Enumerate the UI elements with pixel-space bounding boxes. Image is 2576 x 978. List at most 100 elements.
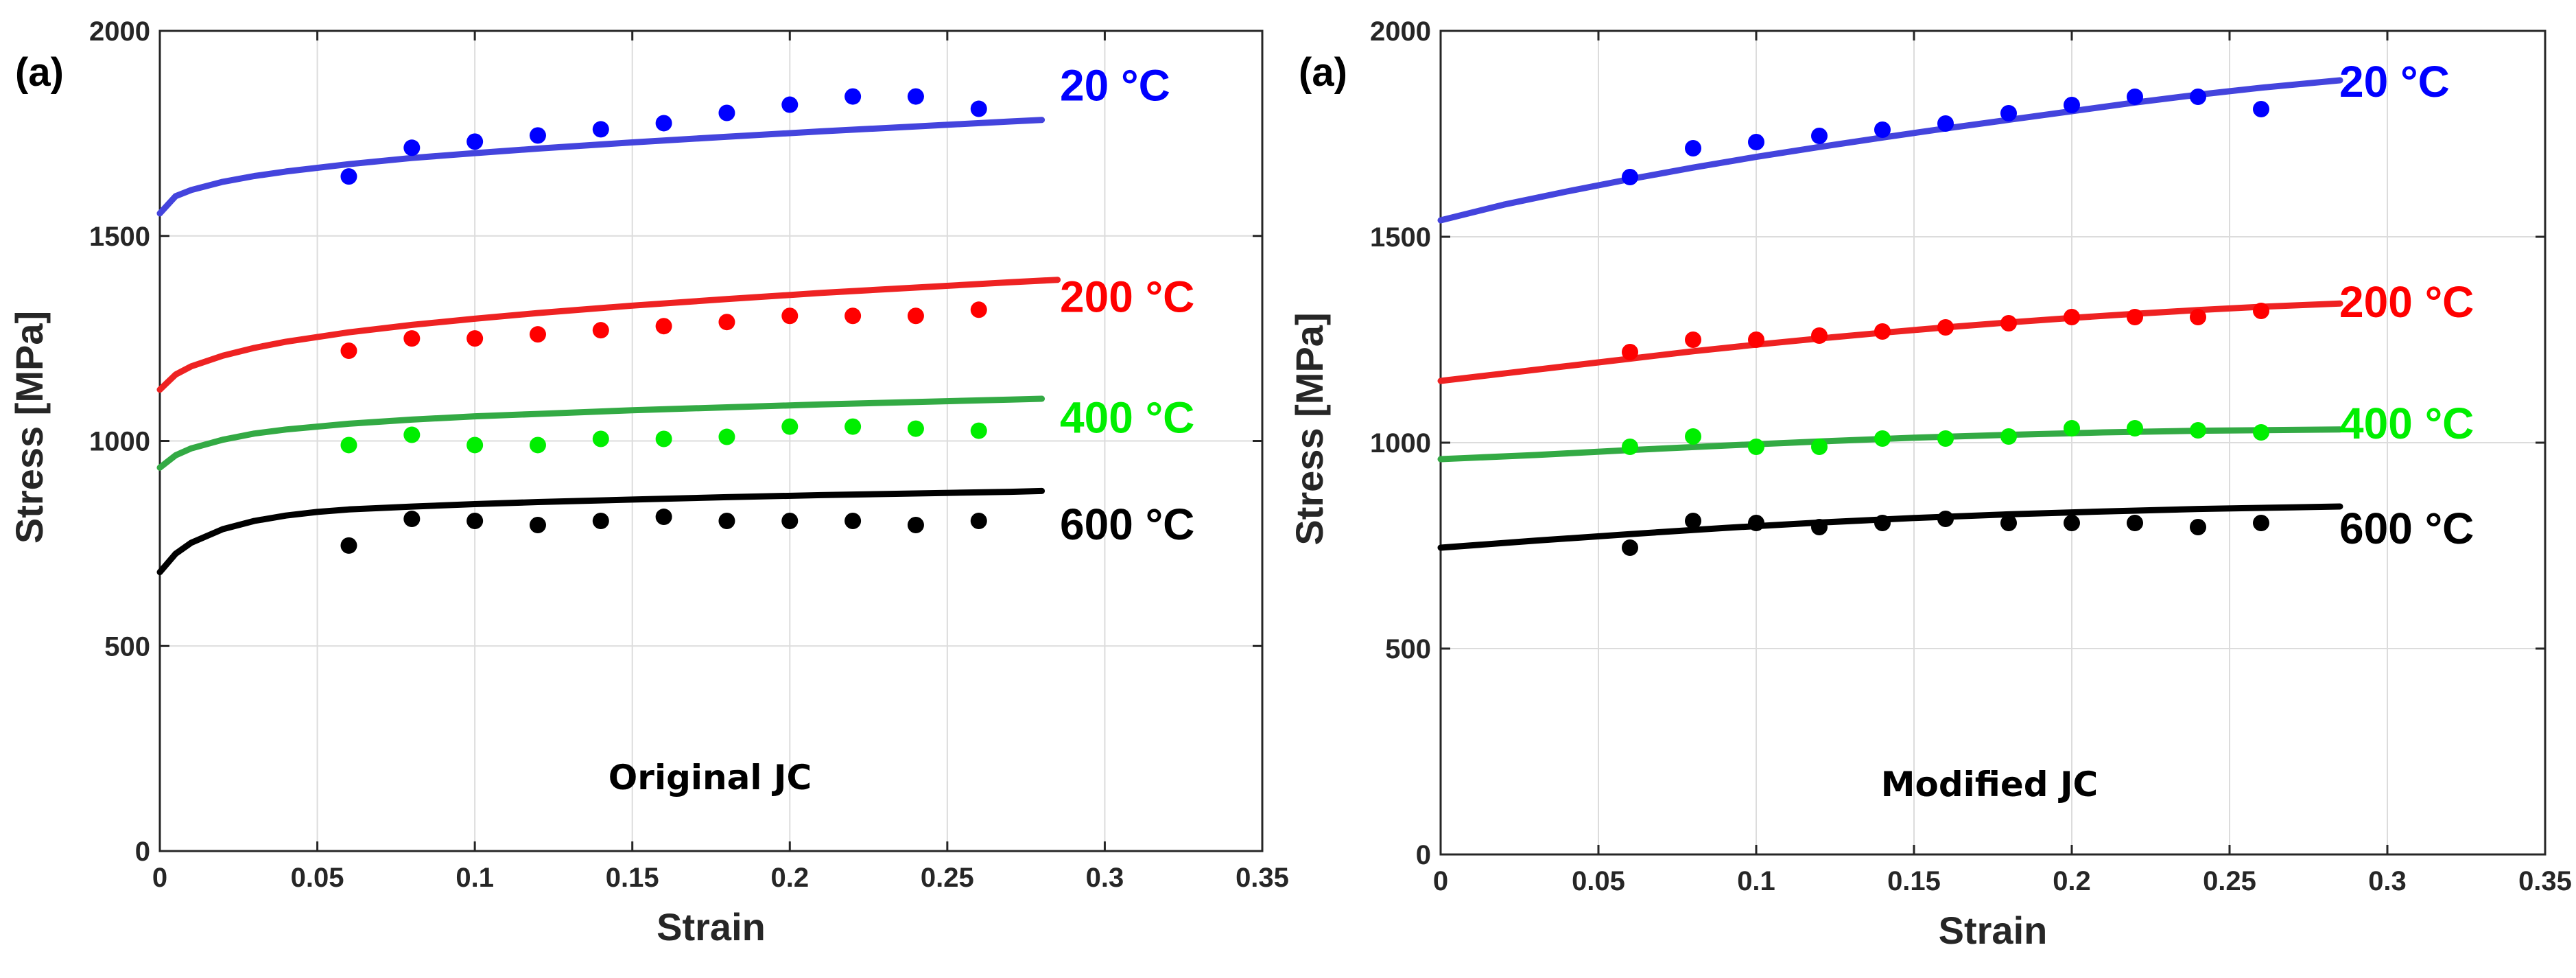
data-point (2190, 519, 2206, 535)
ticks: 0 0.05 0.1 0.15 0.2 0.25 0.3 0.35 0 500 1000 1500 20… (1370, 16, 2572, 896)
data-point (1811, 327, 1828, 344)
series-label: 400 °C (2339, 399, 2474, 448)
data-point (529, 516, 546, 533)
data-point (1874, 121, 1891, 138)
data-point (2000, 515, 2017, 531)
chart-annotation: Original JC (608, 758, 812, 797)
data-point (2064, 515, 2080, 531)
data-point (466, 436, 484, 454)
data-point (529, 436, 546, 454)
data-point (592, 322, 609, 339)
x-tick-label: 0.15 (606, 863, 659, 893)
data-point (2253, 101, 2269, 117)
data-point (466, 330, 484, 347)
x-tick-label: 0.25 (921, 863, 974, 893)
series-2: 200 °C (156, 272, 1194, 393)
data-point (466, 133, 484, 150)
y-axis-title: Stress [MPa] (8, 311, 51, 544)
data-point (2253, 515, 2269, 531)
series-1: 20 °C (1437, 57, 2450, 224)
series-label: 20 °C (1060, 61, 1170, 110)
x-tick-label: 0.1 (1737, 866, 1775, 896)
data-point (2253, 424, 2269, 441)
data-point (403, 330, 421, 347)
series-fit-line (1437, 77, 2343, 224)
data-point (907, 420, 924, 437)
chart-annotation: Modified JC (1881, 765, 2099, 804)
data-point (2190, 422, 2206, 439)
data-point (844, 513, 862, 530)
data-point (592, 513, 609, 530)
y-tick-label: 2000 (1370, 16, 1431, 47)
series-4: 600 °C (1437, 503, 2474, 556)
data-point (655, 509, 672, 526)
x-tick-label: 0.05 (291, 863, 344, 893)
data-point (655, 430, 672, 447)
data-point (1748, 515, 1764, 531)
data-point (2127, 89, 2143, 105)
x-axis-title: Strain (657, 905, 766, 948)
y-tick-label: 0 (135, 837, 150, 867)
data-point (592, 121, 609, 138)
data-point (907, 307, 924, 325)
panel-label: (a) (1299, 50, 1347, 95)
series-fit-line (156, 117, 1045, 217)
data-point (1685, 428, 1701, 445)
y-tick-label: 1000 (1370, 428, 1431, 458)
series-fit-line (156, 395, 1045, 471)
series-4: 600 °C (156, 487, 1194, 576)
data-point (2064, 420, 2080, 436)
data-point (1748, 134, 1764, 150)
x-tick-label: 0 (1433, 866, 1448, 896)
y-tick-label: 1000 (89, 427, 150, 457)
x-tick-label: 0.35 (1236, 863, 1289, 893)
data-point (1874, 430, 1891, 447)
data-point (718, 428, 735, 445)
data-point (529, 326, 546, 343)
data-point (718, 513, 735, 530)
data-point (592, 430, 609, 447)
x-tick-label: 0.05 (1572, 866, 1625, 896)
data-point (2190, 89, 2206, 105)
data-point (2064, 309, 2080, 325)
data-point (844, 307, 862, 325)
y-tick-label: 500 (1385, 634, 1431, 664)
chart-panel-1: 0 0.05 0.1 0.15 0.2 0.25 0.3 0.35 0 500 1000 1500 20… (8, 16, 1289, 948)
y-tick-label: 0 (1416, 840, 1431, 870)
data-point (2127, 515, 2143, 531)
data-point (1874, 515, 1891, 531)
data-point (718, 104, 735, 121)
y-tick-label: 500 (104, 631, 150, 662)
series-label: 200 °C (2339, 277, 2474, 327)
series-2: 200 °C (1437, 277, 2474, 384)
data-point (466, 513, 484, 530)
x-tick-label: 0.3 (1086, 863, 1124, 893)
series-fit-line (1437, 503, 2343, 551)
data-point (655, 318, 672, 335)
data-point (1874, 323, 1891, 340)
series-fit-line (156, 277, 1061, 393)
data-point (907, 88, 924, 105)
data-point (340, 168, 357, 185)
data-point (403, 139, 421, 156)
data-point (781, 307, 799, 325)
data-point (1937, 115, 1954, 132)
data-point (781, 418, 799, 435)
x-tick-label: 0.25 (2203, 866, 2256, 896)
data-point (970, 301, 987, 318)
series-label: 200 °C (1060, 272, 1194, 321)
data-point (2127, 309, 2143, 325)
data-point (1748, 439, 1764, 455)
data-point (655, 115, 672, 132)
data-point (2064, 97, 2080, 113)
x-tick-label: 0.35 (2518, 866, 2572, 896)
x-tick-label: 0.15 (1887, 866, 1941, 896)
data-point (1622, 169, 1638, 185)
series-1: 20 °C (156, 61, 1170, 217)
data-point (970, 422, 987, 439)
data-point (340, 342, 357, 360)
data-point (1748, 331, 1764, 348)
series-label: 400 °C (1060, 393, 1194, 443)
x-tick-label: 0 (152, 863, 167, 893)
